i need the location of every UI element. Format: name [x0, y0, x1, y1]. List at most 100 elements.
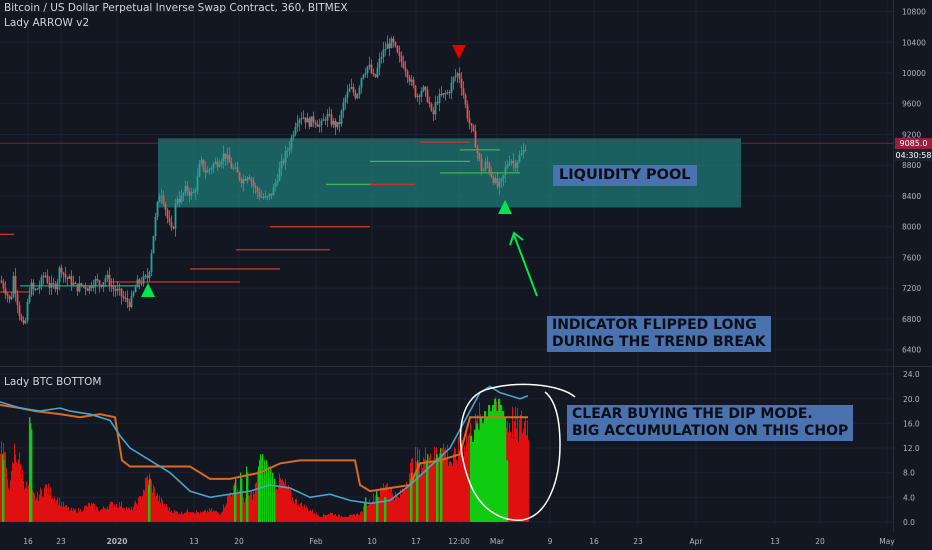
candle-body [160, 195, 163, 197]
candle-body [410, 79, 413, 82]
histogram-bar [234, 484, 236, 522]
candle-body [504, 167, 507, 176]
histogram-bar [57, 497, 58, 522]
candle-body [518, 155, 521, 162]
histogram-bar [392, 493, 393, 522]
candle-body [54, 283, 57, 290]
candle-body [222, 153, 225, 162]
histogram-bar [123, 507, 124, 522]
histogram-bar [54, 496, 55, 522]
histogram-bar [206, 512, 207, 522]
candle-body [316, 123, 319, 127]
histogram-bar [320, 516, 321, 522]
candle-body [302, 117, 305, 119]
histogram-bar [172, 513, 173, 522]
candle-body [268, 193, 271, 197]
histogram-bar [139, 495, 140, 522]
candle-body [492, 177, 495, 184]
candle-body [142, 276, 145, 284]
histogram-bar [350, 514, 351, 522]
histogram-bar [293, 501, 294, 522]
candle-body [116, 288, 119, 291]
histogram-bar [302, 506, 303, 522]
histogram-bar [346, 516, 347, 522]
histogram-bar [429, 456, 430, 522]
histogram-bar [22, 470, 23, 522]
histogram-bar [436, 454, 438, 522]
time-tick-label: 20 [815, 537, 825, 546]
candle-body [344, 97, 347, 103]
histogram-bar [381, 488, 382, 522]
histogram-bar [462, 440, 463, 522]
histogram-bar [472, 441, 475, 522]
histogram-bar [152, 492, 153, 522]
candle-body [24, 320, 27, 324]
histogram-bar [192, 512, 193, 522]
candle-body [104, 278, 107, 283]
histogram-bar [282, 478, 283, 522]
price-tick-label: 10000 [902, 69, 926, 78]
histogram-bar [243, 497, 244, 522]
candle-body [416, 95, 419, 97]
histogram-bar [299, 506, 300, 522]
histogram-bar [25, 487, 26, 522]
candle-body [206, 170, 209, 173]
histogram-bar [227, 496, 228, 522]
candle-body [376, 67, 379, 77]
histogram-bar [455, 449, 456, 522]
candle-body [64, 274, 67, 278]
histogram-bar [44, 487, 45, 522]
candle-body [200, 159, 203, 164]
histogram-bar [433, 463, 434, 522]
candle-body [296, 123, 299, 127]
histogram-bar [226, 503, 227, 522]
histogram-bar [516, 428, 517, 522]
candle-body [474, 131, 477, 148]
candle-body [136, 279, 139, 288]
candle-body [70, 276, 73, 285]
histogram-bar [354, 514, 355, 522]
candle-body [166, 209, 169, 219]
candle-body [126, 298, 129, 303]
time-tick-label: 13 [189, 537, 199, 546]
histogram-bar [427, 454, 429, 522]
candle-body [36, 288, 39, 290]
histogram-bar [451, 462, 452, 522]
candle-body [148, 271, 151, 279]
histogram-bar [439, 453, 440, 522]
candle-body [192, 192, 195, 194]
histogram-bar [382, 489, 383, 522]
candle-body [14, 276, 17, 294]
candle-body [510, 160, 513, 164]
candle-body [340, 110, 343, 125]
histogram-bar [161, 497, 162, 522]
histogram-bar [238, 491, 239, 522]
candle-body [164, 204, 167, 210]
candle-body [86, 288, 89, 291]
candle-body [330, 114, 333, 125]
histogram-bar [271, 480, 272, 522]
candle-body [484, 161, 487, 171]
histogram-bar [322, 516, 323, 522]
histogram-bar [19, 452, 20, 522]
histogram-bar [324, 514, 325, 522]
candle-body [478, 152, 481, 160]
indicator-label-bottom: Lady BTC BOTTOM [4, 376, 102, 388]
histogram-bar [335, 513, 336, 522]
histogram-bar [169, 507, 170, 522]
histogram-bar [400, 489, 401, 522]
candle-body [346, 91, 349, 98]
candle-body [60, 267, 63, 273]
histogram-bar [51, 498, 52, 522]
histogram-bar [278, 486, 279, 522]
histogram-bar [306, 506, 307, 522]
candle-body [362, 74, 365, 79]
time-tick-label: 20 [234, 537, 244, 546]
histogram-bar [457, 463, 458, 522]
histogram-bar [190, 511, 191, 522]
histogram-bar [515, 406, 516, 522]
candle-body [158, 196, 161, 202]
candle-body [420, 90, 423, 97]
histogram-bar [254, 493, 255, 522]
